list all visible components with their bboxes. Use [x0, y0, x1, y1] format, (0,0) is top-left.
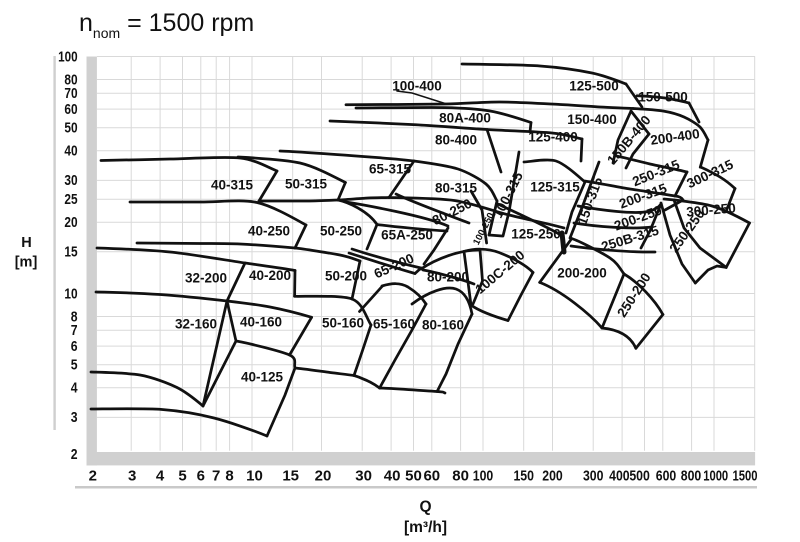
svg-text:60: 60: [64, 101, 77, 118]
svg-text:200-400: 200-400: [649, 126, 700, 148]
svg-text:300-250: 300-250: [686, 200, 737, 219]
svg-text:50-200: 50-200: [325, 269, 367, 284]
svg-text:40-315: 40-315: [211, 178, 254, 193]
svg-text:4: 4: [71, 380, 78, 397]
svg-text:65-160: 65-160: [373, 317, 415, 332]
svg-text:600: 600: [656, 467, 677, 484]
svg-text:80-200: 80-200: [427, 270, 469, 285]
svg-text:300-315: 300-315: [684, 157, 736, 192]
svg-text:8: 8: [71, 308, 78, 325]
svg-text:3: 3: [128, 467, 136, 484]
svg-text:200-200: 200-200: [557, 266, 607, 281]
svg-text:40-160: 40-160: [240, 315, 282, 330]
svg-text:15: 15: [64, 244, 77, 261]
svg-text:100: 100: [58, 48, 78, 65]
svg-text:20: 20: [315, 467, 332, 484]
svg-text:80A-400: 80A-400: [439, 111, 491, 126]
svg-text:10: 10: [246, 467, 263, 484]
svg-text:80: 80: [452, 467, 469, 484]
svg-text:800: 800: [681, 467, 702, 484]
svg-text:6: 6: [197, 467, 205, 484]
svg-text:80-315: 80-315: [435, 181, 478, 196]
svg-text:80-160: 80-160: [422, 318, 464, 333]
svg-text:125-500: 125-500: [569, 79, 619, 94]
svg-text:[m³/h]: [m³/h]: [404, 519, 447, 536]
svg-text:7: 7: [71, 322, 78, 339]
svg-text:nnom = 1500 rpm: nnom = 1500 rpm: [79, 9, 254, 41]
svg-text:125-250: 125-250: [511, 227, 561, 242]
svg-text:65-200: 65-200: [372, 251, 417, 282]
svg-text:100-400: 100-400: [392, 79, 442, 94]
svg-text:40-125: 40-125: [241, 370, 284, 385]
svg-text:1000: 1000: [703, 467, 728, 484]
svg-text:400: 400: [609, 467, 630, 484]
svg-text:40: 40: [384, 467, 401, 484]
svg-text:Q: Q: [419, 499, 431, 516]
svg-text:2: 2: [89, 467, 97, 484]
svg-text:40-200: 40-200: [249, 268, 291, 283]
svg-text:10: 10: [64, 285, 77, 302]
svg-text:150-400: 150-400: [567, 112, 617, 127]
svg-text:40-250: 40-250: [248, 224, 290, 239]
svg-text:125-315: 125-315: [530, 180, 580, 195]
svg-text:30: 30: [355, 467, 372, 484]
svg-text:50-160: 50-160: [322, 316, 364, 331]
svg-text:32-160: 32-160: [175, 317, 217, 332]
svg-text:[m]: [m]: [15, 255, 38, 271]
svg-text:20: 20: [64, 214, 77, 231]
svg-text:4: 4: [156, 467, 165, 484]
svg-text:1500: 1500: [733, 467, 758, 484]
svg-text:50: 50: [64, 120, 77, 137]
svg-text:H: H: [21, 235, 31, 251]
svg-text:80: 80: [64, 71, 77, 88]
svg-text:50-250: 50-250: [320, 224, 362, 239]
svg-text:50: 50: [405, 467, 422, 484]
svg-text:6: 6: [71, 338, 78, 355]
svg-text:100: 100: [473, 467, 494, 484]
svg-text:150-500: 150-500: [638, 90, 688, 105]
svg-text:60: 60: [423, 467, 440, 484]
svg-text:30: 30: [64, 172, 77, 189]
svg-text:100-250: 100-250: [471, 211, 497, 247]
svg-text:25: 25: [64, 191, 77, 208]
svg-text:80-400: 80-400: [435, 133, 477, 148]
svg-text:5: 5: [71, 357, 78, 374]
svg-text:150: 150: [513, 467, 534, 484]
svg-text:3: 3: [71, 409, 78, 426]
svg-text:15: 15: [282, 467, 299, 484]
svg-text:500: 500: [629, 467, 650, 484]
svg-text:40: 40: [64, 143, 77, 160]
svg-text:8: 8: [225, 467, 233, 484]
svg-text:65-315: 65-315: [369, 162, 412, 177]
svg-text:125-400: 125-400: [528, 130, 578, 145]
svg-text:300: 300: [583, 467, 604, 484]
svg-text:70: 70: [64, 85, 77, 102]
svg-text:200: 200: [542, 467, 563, 484]
svg-text:7: 7: [212, 467, 220, 484]
svg-text:32-200: 32-200: [185, 271, 227, 286]
svg-text:50-315: 50-315: [285, 177, 328, 192]
svg-text:2: 2: [71, 446, 78, 463]
svg-text:65A-250: 65A-250: [381, 228, 433, 243]
svg-text:5: 5: [178, 467, 186, 484]
